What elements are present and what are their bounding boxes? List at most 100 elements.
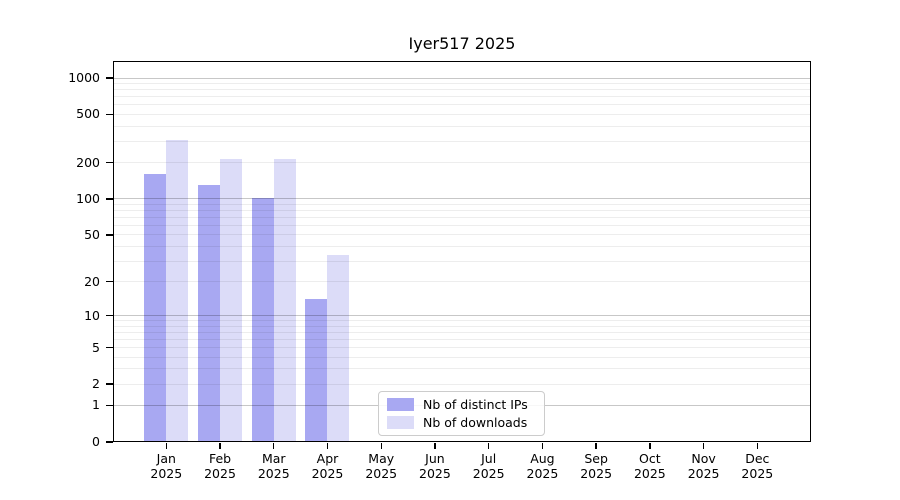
x-tick-year: 2025 <box>526 466 559 481</box>
x-tick-month: Mar <box>261 451 286 466</box>
x-tick-month: Dec <box>745 451 770 466</box>
minor-gridline <box>113 203 811 205</box>
y-tick-mark <box>106 113 113 116</box>
x-tick-label-sep: Sep 2025 <box>564 451 628 481</box>
y-tick-label: 100 <box>76 190 100 206</box>
x-tick-mark <box>273 443 275 449</box>
x-tick-label-jun: Jun 2025 <box>403 451 467 481</box>
legend-swatch-distinct-ips <box>387 398 414 411</box>
x-tick-year: 2025 <box>204 466 236 481</box>
x-tick-year: 2025 <box>257 466 290 481</box>
minor-gridline <box>113 338 811 340</box>
minor-gridline <box>113 325 811 327</box>
minor-gridline <box>113 234 811 236</box>
y-tick-mark <box>106 161 113 164</box>
minor-gridline <box>113 383 811 385</box>
minor-gridline <box>113 347 811 349</box>
minor-gridline <box>113 113 811 115</box>
legend-label-downloads: Nb of downloads <box>423 415 528 430</box>
x-tick-label-nov: Nov 2025 <box>672 451 736 481</box>
y-tick-label: 2 <box>92 376 100 392</box>
x-tick-mark <box>541 443 544 449</box>
minor-gridline <box>113 96 811 98</box>
minor-gridline <box>113 245 811 247</box>
x-tick-mark <box>756 443 759 449</box>
minor-gridline <box>113 89 811 91</box>
x-tick-month: Aug <box>530 451 555 466</box>
legend-swatch-downloads <box>387 416 414 429</box>
x-tick-year: 2025 <box>311 466 344 481</box>
x-tick-month: Jul <box>481 451 497 466</box>
minor-gridline <box>113 281 811 283</box>
x-tick-mark <box>487 443 490 449</box>
bar-downloads-apr <box>327 254 350 442</box>
minor-gridline <box>113 162 811 164</box>
x-tick-label-oct: Oct 2025 <box>618 451 682 481</box>
x-tick-year: 2025 <box>633 466 666 481</box>
minor-gridline <box>113 140 811 142</box>
y-tick-mark <box>106 77 113 79</box>
major-gridline <box>113 315 811 317</box>
y-tick-label: 200 <box>76 154 100 170</box>
y-tick-label: 1 <box>92 397 100 413</box>
y-tick-label: 5 <box>92 339 100 355</box>
x-tick-month: Jan <box>156 451 176 466</box>
x-tick-label-feb: Feb 2025 <box>188 451 252 481</box>
minor-gridline <box>113 209 811 211</box>
x-tick-mark <box>702 443 705 449</box>
x-tick-year: 2025 <box>580 466 613 481</box>
major-gridline <box>113 77 811 79</box>
x-tick-month: Sep <box>584 451 608 466</box>
x-tick-mark <box>380 443 382 449</box>
y-tick-label: 0 <box>92 434 100 449</box>
y-tick-mark <box>106 280 113 283</box>
legend-label-distinct-ips: Nb of distinct IPs <box>423 397 528 412</box>
minor-gridline <box>113 216 811 218</box>
x-tick-label-mar: Mar 2025 <box>242 451 306 481</box>
x-tick-year: 2025 <box>365 466 398 481</box>
y-tick-label: 20 <box>84 273 100 289</box>
minor-gridline <box>113 260 811 262</box>
x-tick-year: 2025 <box>419 466 451 481</box>
x-tick-label-jan: Jan 2025 <box>134 451 198 481</box>
y-tick-label: 10 <box>84 307 100 323</box>
legend-item-downloads: Nb of downloads <box>387 415 536 430</box>
x-tick-year: 2025 <box>472 466 505 481</box>
y-tick-label: 1000 <box>68 70 100 85</box>
legend: Nb of distinct IPs Nb of downloads <box>378 391 545 436</box>
x-tick-month: Feb <box>208 451 232 466</box>
bar-downloads-feb <box>220 158 243 442</box>
y-tick-mark <box>106 198 113 200</box>
x-tick-mark <box>649 443 651 449</box>
x-tick-mark <box>165 443 167 449</box>
x-tick-year: 2025 <box>150 466 183 481</box>
x-tick-year: 2025 <box>687 466 720 481</box>
y-tick-mark <box>106 383 113 385</box>
y-tick-mark <box>106 346 113 349</box>
x-tick-year: 2025 <box>741 466 774 481</box>
minor-gridline <box>113 224 811 226</box>
minor-gridline <box>113 356 811 358</box>
minor-gridline <box>113 83 811 85</box>
minor-gridline <box>113 331 811 333</box>
x-tick-mark <box>434 443 436 449</box>
y-tick-label: 500 <box>76 106 100 122</box>
x-tick-mark <box>219 443 221 449</box>
bar-distinct-ips-feb <box>198 185 221 442</box>
y-tick-mark <box>106 441 113 443</box>
plot-area <box>113 61 811 442</box>
x-tick-label-jul: Jul 2025 <box>457 451 521 481</box>
chart-title: Iyer517 2025 <box>408 34 516 53</box>
bar-downloads-jan <box>166 139 189 442</box>
legend-item-distinct-ips: Nb of distinct IPs <box>387 397 536 412</box>
y-tick-mark <box>106 404 113 407</box>
x-tick-month: Apr <box>316 451 339 466</box>
y-tick-mark <box>106 314 113 317</box>
x-tick-label-may: May 2025 <box>349 451 413 481</box>
bar-distinct-ips-apr <box>305 299 328 442</box>
plot-frame <box>113 61 811 442</box>
bar-downloads-mar <box>273 158 296 442</box>
y-tick-label: 50 <box>84 226 100 242</box>
y-tick-mark <box>106 234 113 236</box>
